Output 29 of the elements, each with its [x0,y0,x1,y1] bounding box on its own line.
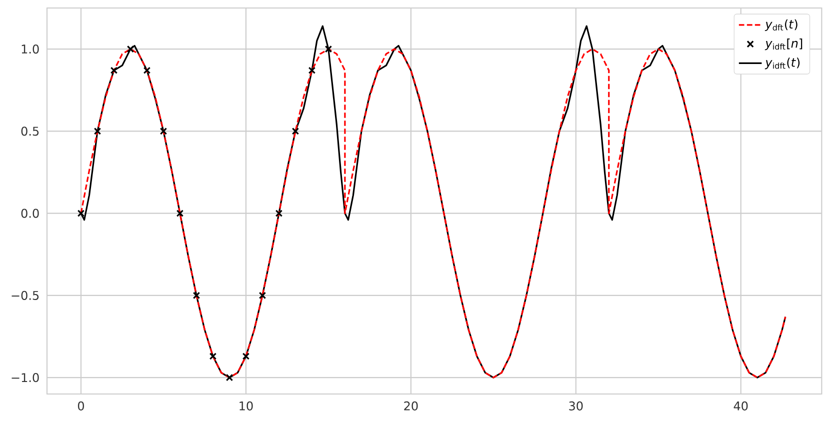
x-tick-label: 30 [569,401,583,410]
point [143,66,151,74]
point [110,66,118,74]
point [258,292,266,300]
legend-label: y$_{idft}$[n] [764,38,802,50]
point [126,45,134,53]
point [226,374,234,382]
point [308,66,316,74]
y-tick-label: 0.5 [21,126,39,136]
point [160,128,168,135]
y-tick-label: 0.0 [21,208,39,218]
x-tick-label: 20 [404,401,418,410]
x-tick-label: 40 [734,401,748,410]
legend-label: y$_{idft}$(t) [764,58,800,70]
x-tick-label: 0 [78,401,84,410]
legend-label: y$_{dft}$(t) [764,19,798,31]
point [324,45,332,53]
point [242,352,250,360]
x-tick-label: 10 [240,401,253,410]
point [77,210,85,217]
point [292,128,300,135]
y-tick-label: 1.0 [22,44,39,54]
point [209,352,217,360]
y-tick-label: −1.0 [12,373,39,382]
y-tick-label: −0.5 [12,290,39,300]
point [275,210,283,217]
point [192,292,200,300]
point [176,210,184,217]
point [94,128,102,135]
